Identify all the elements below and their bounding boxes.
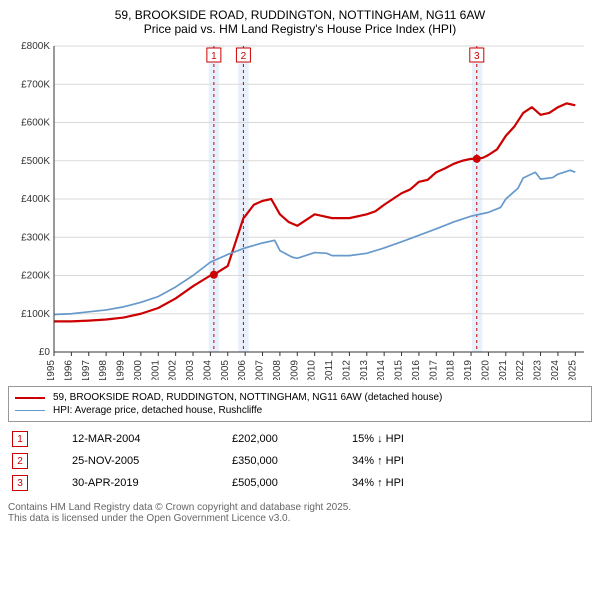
transaction-flag: 1 <box>12 431 28 447</box>
svg-text:2005: 2005 <box>220 360 231 380</box>
legend-swatch <box>15 410 45 411</box>
transaction-row: 3 30-APR-2019£505,00034% ↑ HPI <box>8 472 592 494</box>
title-address: 59, BROOKSIDE ROAD, RUDDINGTON, NOTTINGH… <box>8 8 592 22</box>
svg-text:2018: 2018 <box>446 360 457 380</box>
svg-text:£100K: £100K <box>21 309 50 320</box>
svg-text:£600K: £600K <box>21 118 50 129</box>
svg-text:2001: 2001 <box>150 360 161 380</box>
svg-text:2015: 2015 <box>394 360 405 380</box>
legend-label: 59, BROOKSIDE ROAD, RUDDINGTON, NOTTINGH… <box>53 392 442 403</box>
svg-text:£500K: £500K <box>21 156 50 167</box>
transaction-price: £505,000 <box>232 477 352 489</box>
transaction-vs-hpi: 34% ↑ HPI <box>352 477 492 489</box>
svg-text:2014: 2014 <box>376 360 387 380</box>
svg-text:2016: 2016 <box>411 360 422 380</box>
svg-text:£300K: £300K <box>21 232 50 243</box>
svg-text:£0: £0 <box>39 347 51 358</box>
chart-title: 59, BROOKSIDE ROAD, RUDDINGTON, NOTTINGH… <box>8 8 592 36</box>
transaction-date: 25-NOV-2005 <box>72 455 232 467</box>
svg-text:2003: 2003 <box>185 360 196 380</box>
svg-text:1998: 1998 <box>98 360 109 380</box>
legend-label: HPI: Average price, detached house, Rush… <box>53 405 262 416</box>
transaction-vs-hpi: 15% ↓ HPI <box>352 433 492 445</box>
svg-text:2021: 2021 <box>498 360 509 380</box>
svg-text:2022: 2022 <box>515 360 526 380</box>
legend-row: 59, BROOKSIDE ROAD, RUDDINGTON, NOTTINGH… <box>15 391 585 404</box>
svg-text:1995: 1995 <box>46 360 57 380</box>
svg-text:£400K: £400K <box>21 194 50 205</box>
svg-text:2004: 2004 <box>202 360 213 380</box>
svg-text:2025: 2025 <box>567 360 578 380</box>
svg-text:1999: 1999 <box>116 360 127 380</box>
footer-line2: This data is licensed under the Open Gov… <box>8 513 592 524</box>
svg-text:1996: 1996 <box>63 360 74 380</box>
svg-text:£200K: £200K <box>21 271 50 282</box>
transaction-row: 1 12-MAR-2004£202,00015% ↓ HPI <box>8 428 592 450</box>
svg-text:1: 1 <box>211 51 217 62</box>
svg-text:2020: 2020 <box>480 360 491 380</box>
svg-text:2023: 2023 <box>533 360 544 380</box>
transaction-flag: 3 <box>12 475 28 491</box>
title-subtitle: Price paid vs. HM Land Registry's House … <box>8 22 592 36</box>
transaction-row: 2 25-NOV-2005£350,00034% ↑ HPI <box>8 450 592 472</box>
transaction-flag: 2 <box>12 453 28 469</box>
chart-legend: 59, BROOKSIDE ROAD, RUDDINGTON, NOTTINGH… <box>8 386 592 422</box>
svg-text:2012: 2012 <box>341 360 352 380</box>
svg-text:2010: 2010 <box>307 360 318 380</box>
svg-text:£700K: £700K <box>21 79 50 90</box>
svg-text:2019: 2019 <box>463 360 474 380</box>
svg-text:2000: 2000 <box>133 360 144 380</box>
svg-text:2002: 2002 <box>168 360 179 380</box>
svg-text:2008: 2008 <box>272 360 283 380</box>
footer-line1: Contains HM Land Registry data © Crown c… <box>8 502 592 513</box>
svg-text:2013: 2013 <box>359 360 370 380</box>
footer-attribution: Contains HM Land Registry data © Crown c… <box>8 502 592 524</box>
legend-row: HPI: Average price, detached house, Rush… <box>15 404 585 417</box>
transaction-date: 30-APR-2019 <box>72 477 232 489</box>
transaction-price: £350,000 <box>232 455 352 467</box>
transaction-date: 12-MAR-2004 <box>72 433 232 445</box>
svg-text:2017: 2017 <box>428 360 439 380</box>
transaction-vs-hpi: 34% ↑ HPI <box>352 455 492 467</box>
price-chart: £0 £100K £200K £300K £400K £500K £600K £700K £80… <box>8 40 592 380</box>
svg-text:2007: 2007 <box>255 360 266 380</box>
svg-text:£800K: £800K <box>21 41 50 52</box>
transaction-price: £202,000 <box>232 433 352 445</box>
svg-text:1997: 1997 <box>81 360 92 380</box>
svg-text:2009: 2009 <box>289 360 300 380</box>
svg-text:3: 3 <box>474 51 480 62</box>
svg-text:2024: 2024 <box>550 360 561 380</box>
transactions-table: 1 12-MAR-2004£202,00015% ↓ HPI 2 25-NOV-200… <box>8 428 592 494</box>
legend-swatch <box>15 397 45 399</box>
svg-text:2: 2 <box>241 51 247 62</box>
svg-text:2006: 2006 <box>237 360 248 380</box>
svg-text:2011: 2011 <box>324 360 335 380</box>
